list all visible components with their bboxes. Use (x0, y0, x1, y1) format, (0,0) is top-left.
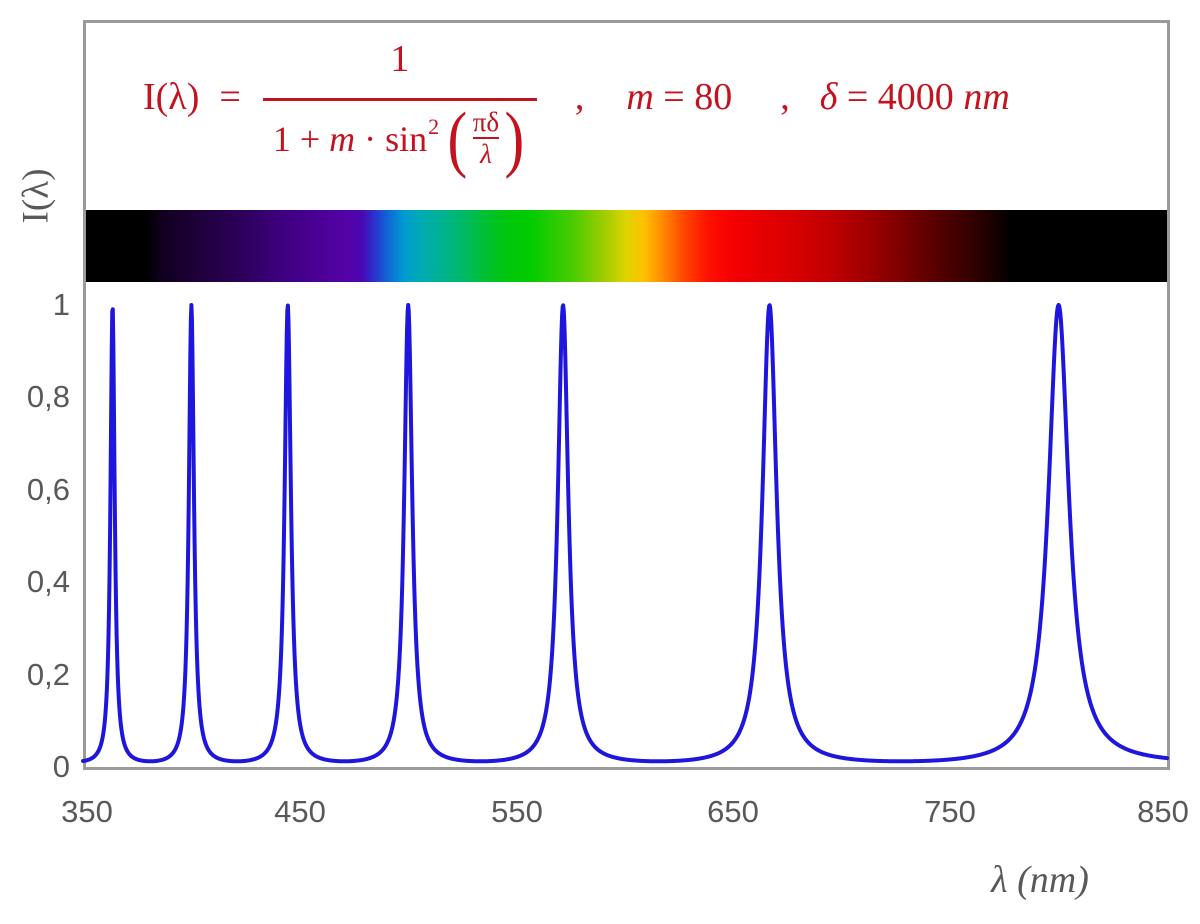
param-m-var: m (626, 76, 654, 118)
inner-fraction: πδ λ (470, 107, 502, 169)
fraction: 1 1 + m · sin 2 (πδ λ) (262, 38, 537, 180)
close-paren: ) (504, 97, 525, 180)
formula: I(λ) = 1 1 + m · sin 2 (πδ λ) , m = 80 , δ … (143, 38, 1010, 180)
param-m-value: = 80 (653, 76, 733, 118)
inner-denominator-lambda: λ (472, 137, 500, 169)
equals-sign: = (219, 76, 241, 118)
y-tick-label: 1 (52, 287, 70, 322)
den-text-1: 1 + (272, 118, 330, 159)
param-m: m = 80 (626, 78, 732, 116)
y-tick-label: 0,2 (26, 657, 70, 692)
den-text-sin: · sin (355, 118, 428, 159)
sin-exponent: 2 (428, 113, 440, 139)
x-tick-label: 450 (274, 794, 326, 829)
fraction-numerator: 1 (390, 38, 410, 80)
comma: , (780, 76, 790, 118)
den-var-m: m (329, 118, 356, 159)
comma: , (574, 76, 585, 118)
x-tick-label: 350 (61, 794, 113, 829)
x-tick-label: 750 (924, 794, 976, 829)
param-delta-var: δ (819, 76, 838, 118)
y-tick-label: 0,6 (26, 472, 70, 507)
y-tick-label: 0,8 (26, 379, 70, 414)
transmission-curve (81, 303, 1169, 764)
formula-lhs: I(λ) (143, 76, 200, 118)
x-tick-label: 550 (491, 794, 543, 829)
fraction-denominator: 1 + m · sin 2 (πδ λ) (262, 97, 537, 180)
chart-frame (83, 20, 1170, 770)
y-tick-label: 0 (52, 749, 70, 784)
x-axis-title: λ (nm) (991, 859, 1089, 901)
x-tick-label: 850 (1137, 794, 1189, 829)
x-tick-label: 650 (707, 794, 759, 829)
param-delta: δ = 4000 nm (820, 78, 1010, 116)
spectrum-bar (86, 210, 1167, 282)
inner-numerator-pi-delta: πδ (472, 107, 500, 137)
open-paren: ( (447, 97, 468, 180)
param-delta-unit: nm (963, 76, 1010, 118)
curve-path (81, 303, 1169, 764)
param-delta-value: = 4000 (837, 76, 964, 118)
y-tick-label: 0,4 (26, 564, 70, 599)
y-axis-title: I(λ) (15, 168, 57, 224)
